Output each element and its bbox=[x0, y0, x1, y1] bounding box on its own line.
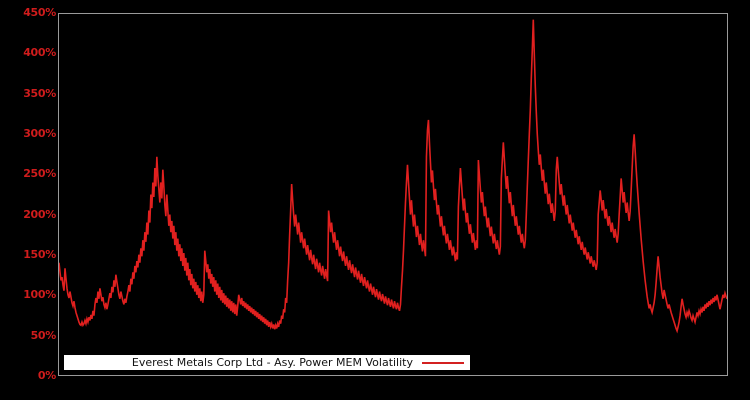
y-axis-tick-labels: 450% 400% 350% 300% 250% 200% 150% 100% 50% 0% bbox=[0, 0, 56, 400]
y-axis-tick-label: 0% bbox=[37, 369, 56, 382]
y-axis-tick-label: 150% bbox=[23, 248, 56, 261]
series-line-everest-metals-volatility bbox=[59, 19, 727, 334]
plot-area-frame bbox=[58, 13, 728, 376]
y-axis-tick-label: 250% bbox=[23, 167, 56, 181]
y-axis-tick-label: 300% bbox=[23, 127, 56, 140]
y-axis-tick-label: 350% bbox=[23, 86, 56, 100]
y-axis-tick-label: 450% bbox=[23, 6, 56, 19]
legend-label: Everest Metals Corp Ltd - Asy. Power MEM… bbox=[131, 356, 413, 369]
y-axis-tick-label: 100% bbox=[23, 288, 56, 302]
y-axis-tick-label: 50% bbox=[30, 328, 57, 342]
legend-line-sample-icon bbox=[422, 361, 464, 364]
y-axis-tick-label: 200% bbox=[23, 207, 56, 221]
legend: Everest Metals Corp Ltd - Asy. Power MEM… bbox=[64, 355, 470, 370]
y-axis-tick-label: 400% bbox=[23, 46, 56, 60]
series-polyline bbox=[59, 19, 727, 334]
